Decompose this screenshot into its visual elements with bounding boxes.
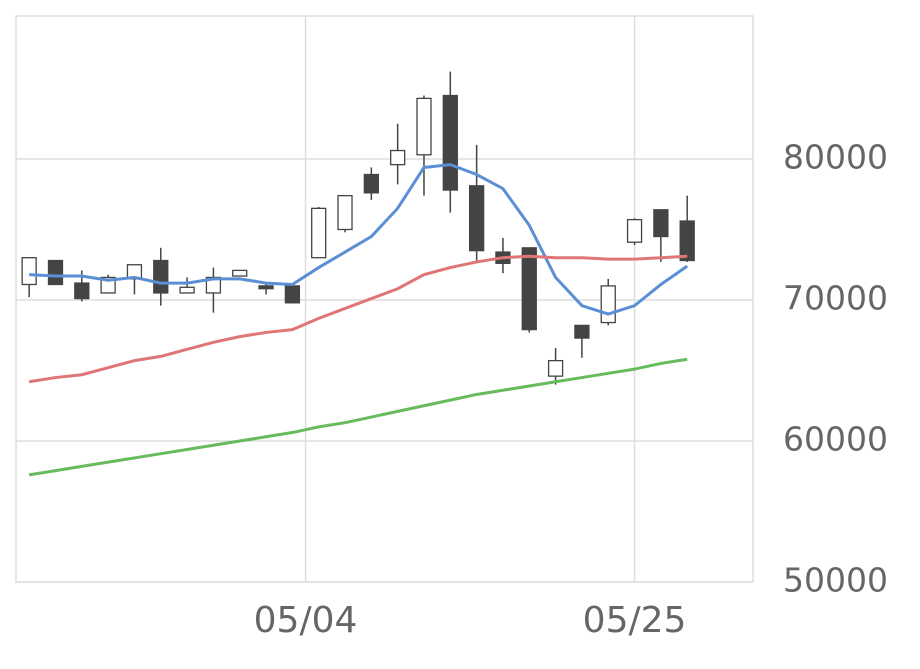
candle-body <box>74 282 90 300</box>
moving-average-line <box>28 254 688 384</box>
candle-body <box>232 269 248 277</box>
moving-average-line <box>28 357 688 477</box>
x-tick-label: 05/25 <box>583 600 687 641</box>
candle-body <box>337 195 353 231</box>
y-tick-label: 70000 <box>783 279 888 318</box>
candle-body <box>416 97 432 156</box>
y-tick-label: 50000 <box>783 561 888 600</box>
candle-body <box>653 209 669 238</box>
candle-body <box>47 259 64 286</box>
candle-body <box>600 285 616 324</box>
candle-body <box>547 359 564 377</box>
candle-body <box>363 173 379 194</box>
candle-body <box>258 285 274 290</box>
candle-body <box>284 285 301 304</box>
candle-body <box>521 247 537 331</box>
x-tick-label: 05/04 <box>254 600 358 641</box>
candle-body <box>21 257 37 286</box>
candle-body <box>442 94 458 191</box>
y-tick-label: 60000 <box>783 420 888 459</box>
candle-body <box>468 185 485 252</box>
candle-body <box>311 207 327 259</box>
candle-body <box>179 286 195 294</box>
y-tick-label: 80000 <box>783 138 888 177</box>
candle-body <box>153 259 169 294</box>
candle-body <box>626 218 643 243</box>
candle-body <box>390 149 406 166</box>
candle-body <box>679 220 695 262</box>
moving-average-line <box>29 163 689 316</box>
candle-body <box>574 324 590 339</box>
